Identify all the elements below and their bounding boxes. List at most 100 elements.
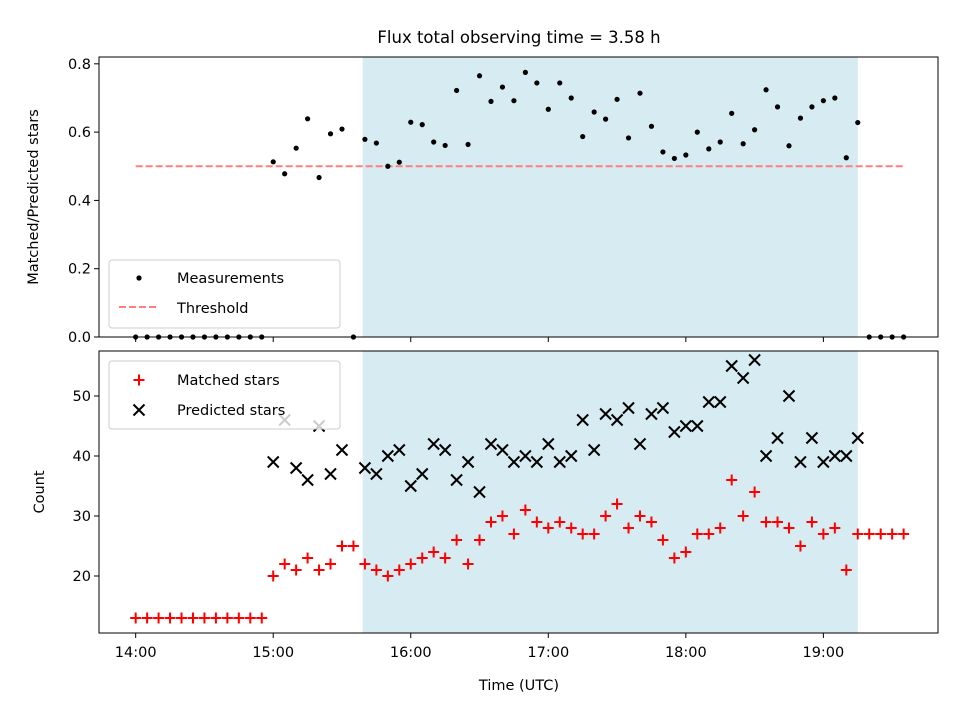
matched-point bbox=[886, 528, 898, 540]
measurement-point bbox=[625, 135, 632, 141]
predicted-point bbox=[404, 479, 417, 493]
legend-label: Threshold bbox=[176, 301, 248, 317]
predicted-point bbox=[748, 353, 761, 367]
measurement-point bbox=[522, 69, 528, 75]
matched-point bbox=[221, 612, 233, 624]
measurement-point bbox=[396, 159, 402, 165]
matched-point bbox=[393, 564, 405, 576]
matched-point bbox=[267, 570, 279, 582]
measurement-point bbox=[431, 139, 437, 145]
bottom-observing-span bbox=[362, 351, 858, 633]
measurement-point bbox=[488, 98, 494, 104]
matched-point bbox=[485, 516, 497, 528]
matched-point bbox=[210, 612, 222, 624]
y-tick-label: 40 bbox=[73, 449, 91, 465]
matched-point bbox=[496, 510, 508, 522]
x-tick-label: 17:00 bbox=[527, 645, 569, 661]
matched-point bbox=[577, 528, 589, 540]
predicted-point bbox=[599, 407, 612, 421]
y-tick-label: 30 bbox=[73, 509, 91, 525]
predicted-point bbox=[828, 449, 842, 463]
measurement-point bbox=[362, 136, 368, 142]
top-axes-frame bbox=[98, 56, 939, 338]
predicted-point bbox=[725, 359, 738, 373]
measurement-point bbox=[316, 174, 322, 181]
measurement-point bbox=[454, 87, 460, 94]
y-tick-label: 0.4 bbox=[68, 193, 91, 209]
top-legend: Measurements Threshold bbox=[108, 259, 341, 329]
matched-point bbox=[703, 528, 715, 540]
matched-point bbox=[565, 522, 577, 534]
measurement-point bbox=[763, 87, 769, 93]
matched-point bbox=[416, 552, 428, 564]
matched-point bbox=[783, 522, 795, 534]
matched-point bbox=[829, 522, 841, 534]
predicted-point bbox=[519, 449, 532, 463]
measurement-point bbox=[385, 163, 391, 169]
bottom-y-axis: 20 30 40 50 bbox=[73, 389, 99, 585]
measurement-point bbox=[706, 146, 712, 152]
top-y-axis: 0.0 0.2 0.4 0.6 0.8 bbox=[68, 57, 99, 346]
measurement-point bbox=[717, 139, 723, 145]
predicted-point bbox=[782, 389, 796, 403]
x-axis-label: Time (UTC) bbox=[478, 678, 559, 694]
predicted-point bbox=[381, 449, 395, 463]
measurement-point bbox=[752, 127, 758, 133]
measurement-point bbox=[293, 145, 299, 151]
y-tick-label: 0.8 bbox=[68, 57, 91, 73]
predicted-point bbox=[335, 443, 349, 457]
matched-point bbox=[244, 612, 256, 624]
matched-point bbox=[428, 546, 440, 558]
matched-point bbox=[852, 528, 864, 540]
measurement-point bbox=[774, 104, 781, 110]
matched-point bbox=[657, 534, 669, 546]
matched-point bbox=[313, 564, 325, 576]
measurement-point bbox=[637, 90, 643, 96]
measurement-point bbox=[648, 123, 655, 129]
predicted-point bbox=[289, 461, 303, 475]
predicted-point bbox=[714, 395, 727, 409]
matched-point bbox=[726, 474, 738, 486]
predicted-point bbox=[427, 437, 440, 451]
legend-dot-marker bbox=[136, 275, 142, 281]
x-tick-label: 19:00 bbox=[802, 645, 844, 661]
predicted-point bbox=[416, 467, 429, 481]
predicted-point bbox=[805, 431, 819, 445]
predicted-point bbox=[461, 455, 475, 469]
measurement-point bbox=[511, 98, 517, 104]
matched-point bbox=[382, 570, 394, 582]
matched-point bbox=[519, 504, 531, 516]
matched-point bbox=[645, 516, 657, 528]
measurement-point bbox=[855, 119, 861, 126]
predicted-point bbox=[542, 437, 555, 451]
matched-point bbox=[370, 564, 382, 576]
measurement-point bbox=[305, 116, 311, 122]
top-observing-span bbox=[362, 57, 858, 337]
measurement-point bbox=[694, 129, 700, 135]
measurement-point bbox=[580, 133, 586, 140]
matched-point bbox=[668, 552, 680, 564]
x-tick-label: 18:00 bbox=[665, 645, 707, 661]
measurement-point bbox=[408, 119, 414, 125]
predicted-point bbox=[668, 425, 681, 439]
measurement-point bbox=[373, 140, 379, 146]
matched-point bbox=[817, 528, 829, 540]
measurement-point bbox=[442, 142, 448, 149]
predicted-point bbox=[324, 467, 337, 481]
matched-point bbox=[279, 558, 291, 570]
bottom-x-axis: 14:00 15:00 16:00 17:00 18:00 19:00 bbox=[115, 633, 844, 661]
matched-point bbox=[772, 516, 784, 528]
matched-stars-series bbox=[130, 474, 910, 624]
top-x-axis bbox=[135, 337, 824, 342]
predicted-point bbox=[301, 473, 314, 487]
matched-point bbox=[680, 546, 692, 558]
predicted-point bbox=[679, 419, 693, 433]
y-tick-label: 0.0 bbox=[68, 330, 91, 346]
measurement-point bbox=[820, 98, 826, 104]
top-y-axis-label: Matched/Predicted stars bbox=[26, 109, 42, 285]
matched-point bbox=[439, 552, 451, 564]
y-tick-label: 0.2 bbox=[68, 262, 91, 278]
predicted-point bbox=[393, 443, 406, 457]
measurement-point bbox=[786, 143, 792, 149]
